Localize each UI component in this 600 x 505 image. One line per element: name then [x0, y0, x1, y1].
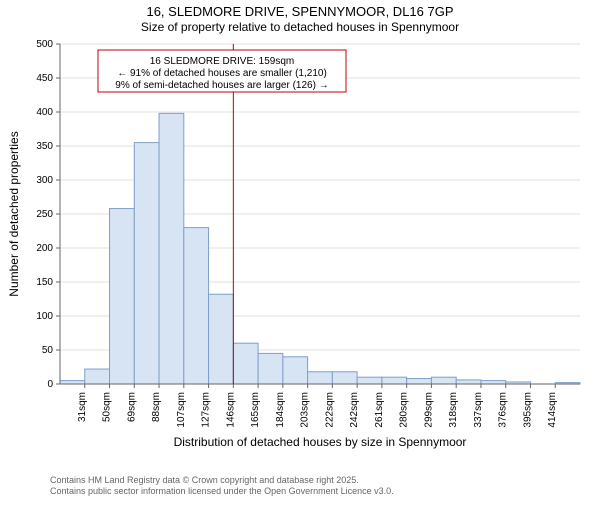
- bar: [382, 377, 407, 384]
- x-tick-label: 165sqm: [250, 392, 261, 428]
- bar: [60, 381, 85, 384]
- y-tick-label: 500: [36, 39, 53, 50]
- x-tick-label: 31sqm: [77, 392, 88, 422]
- bar: [85, 369, 110, 384]
- y-tick-label: 250: [36, 209, 53, 220]
- y-axis-label: Number of detached properties: [7, 131, 21, 296]
- annotation-line: ← 91% of detached houses are smaller (1,…: [117, 68, 327, 79]
- y-tick-label: 350: [36, 141, 53, 152]
- x-tick-label: 184sqm: [275, 392, 286, 428]
- x-tick-label: 203sqm: [300, 392, 311, 428]
- bar: [134, 143, 159, 384]
- y-tick-label: 450: [36, 73, 53, 84]
- histogram-svg: 0 50 100 150 200 250 300 350 400 450 500 31sqm 50sqm…: [0, 0, 600, 500]
- bar: [308, 372, 333, 384]
- x-tick-label: 414sqm: [547, 392, 558, 428]
- x-tick-label: 107sqm: [176, 392, 187, 428]
- footer-line1: Contains HM Land Registry data © Crown c…: [50, 475, 394, 485]
- title-line2: Size of property relative to detached ho…: [0, 20, 600, 34]
- x-tick-label: 242sqm: [349, 392, 360, 428]
- y-tick-label: 400: [36, 107, 53, 118]
- x-tick-label: 222sqm: [324, 392, 335, 428]
- y-tick-label: 300: [36, 175, 53, 186]
- y-tick-label: 200: [36, 243, 53, 254]
- titles: 16, SLEDMORE DRIVE, SPENNYMOOR, DL16 7GP…: [0, 4, 600, 34]
- x-axis-label: Distribution of detached houses by size …: [174, 435, 467, 449]
- x-tick-label: 395sqm: [522, 392, 533, 428]
- bar: [258, 353, 283, 384]
- annotation-line: 16 SLEDMORE DRIVE: 159sqm: [150, 56, 295, 67]
- bar: [110, 209, 135, 384]
- footer: Contains HM Land Registry data © Crown c…: [50, 475, 394, 496]
- x-tick-label: 88sqm: [151, 392, 162, 422]
- x-tick-label: 261sqm: [374, 392, 385, 428]
- x-tick-label: 69sqm: [126, 392, 137, 422]
- y-tick-label: 150: [36, 277, 53, 288]
- y-tick-label: 0: [47, 379, 53, 390]
- x-tick-label: 127sqm: [201, 392, 212, 428]
- annotation-line: 9% of semi-detached houses are larger (1…: [115, 80, 328, 91]
- bar: [233, 343, 258, 384]
- bar: [456, 380, 481, 384]
- x-tick-label: 299sqm: [423, 392, 434, 428]
- bar: [431, 377, 456, 384]
- bar: [209, 294, 234, 384]
- title-line1: 16, SLEDMORE DRIVE, SPENNYMOOR, DL16 7GP: [0, 4, 600, 19]
- x-tick-label: 337sqm: [473, 392, 484, 428]
- y-tick-label: 100: [36, 311, 53, 322]
- bar: [407, 379, 432, 384]
- footer-line2: Contains public sector information licen…: [50, 486, 394, 496]
- x-tick-label: 280sqm: [399, 392, 410, 428]
- x-tick-label: 318sqm: [448, 392, 459, 428]
- bar: [481, 381, 506, 384]
- y-tick-label: 50: [42, 345, 54, 356]
- bar: [184, 228, 209, 384]
- x-tick-label: 376sqm: [498, 392, 509, 428]
- bar: [159, 113, 184, 384]
- x-tick-label: 146sqm: [225, 392, 236, 428]
- chart-container: 16, SLEDMORE DRIVE, SPENNYMOOR, DL16 7GP…: [0, 0, 600, 500]
- bar: [283, 357, 308, 384]
- bar: [332, 372, 357, 384]
- bar: [357, 377, 382, 384]
- x-tick-label: 50sqm: [102, 392, 113, 422]
